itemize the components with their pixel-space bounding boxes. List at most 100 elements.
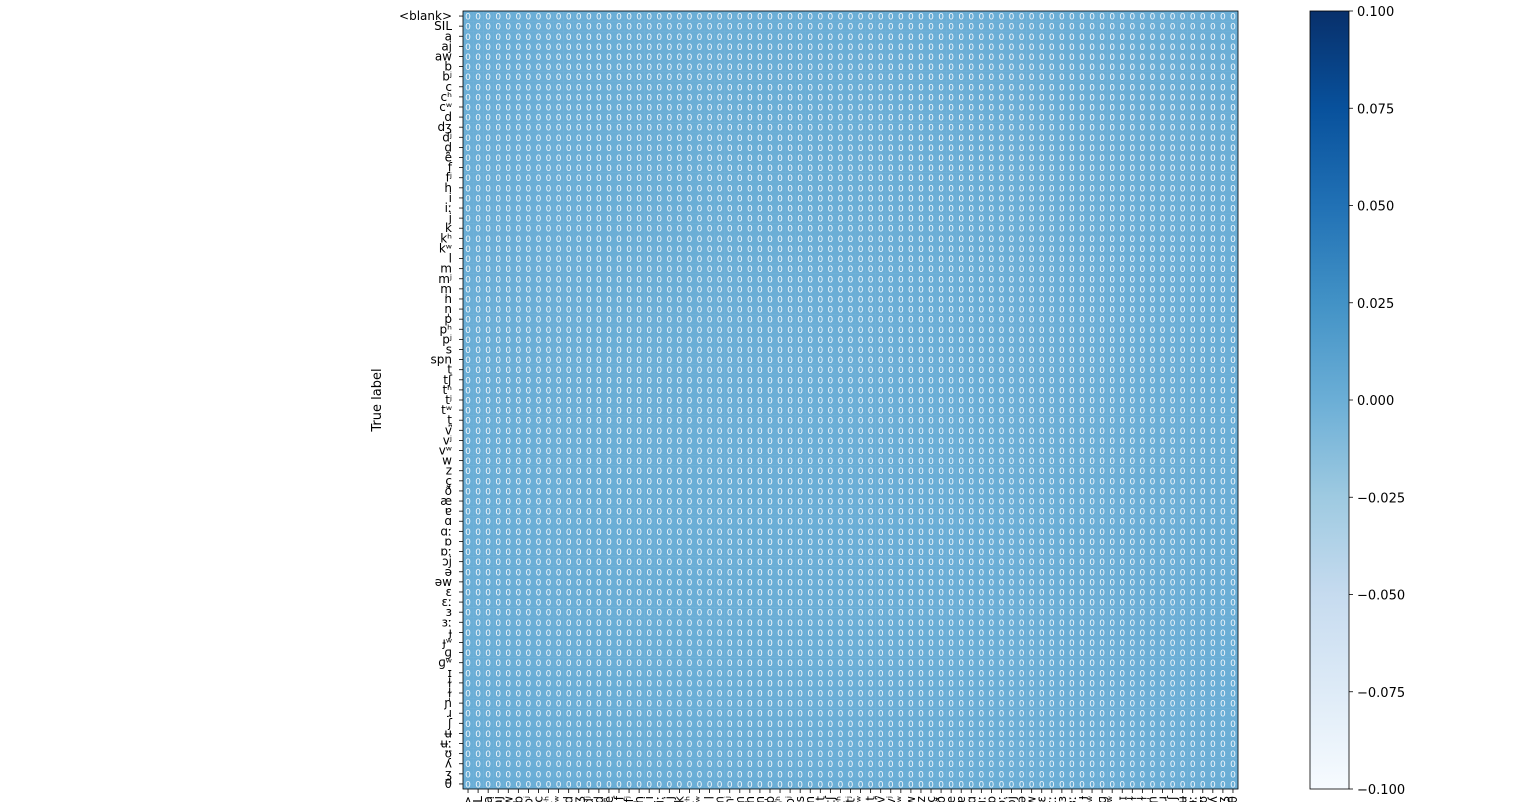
cell-value: 0 [898, 215, 904, 225]
cell-value: 0 [576, 275, 582, 285]
cell-value: 0 [596, 215, 602, 225]
cell-value: 0 [797, 63, 803, 73]
cell-value: 0 [908, 194, 914, 204]
cell-value: 0 [1170, 275, 1176, 285]
cell-value: 0 [687, 265, 693, 275]
cell-value: 0 [1140, 83, 1146, 93]
cell-value: 0 [838, 144, 844, 154]
cell-value: 0 [1099, 285, 1105, 295]
cell-value: 0 [888, 63, 894, 73]
cell-value: 0 [989, 285, 995, 295]
cell-value: 0 [817, 235, 823, 245]
cell-value: 0 [1210, 235, 1216, 245]
cell-value: 0 [505, 114, 511, 124]
cell-value: 0 [828, 144, 834, 154]
cell-value: 0 [586, 53, 592, 63]
cell-value: 0 [817, 124, 823, 134]
cell-value: 0 [636, 336, 642, 346]
cell-value: 0 [586, 285, 592, 295]
cell-value: 0 [566, 245, 572, 255]
cell-value: 0 [948, 53, 954, 63]
cell-value: 0 [1140, 114, 1146, 124]
cell-value: 0 [1109, 285, 1115, 295]
cell-value: 0 [556, 103, 562, 113]
cell-value: 0 [666, 124, 672, 134]
cell-value: 0 [1079, 245, 1085, 255]
cell-value: 0 [858, 13, 864, 23]
cell-value: 0 [666, 215, 672, 225]
cell-value: 0 [636, 265, 642, 275]
cell-value: 0 [717, 53, 723, 63]
cell-value: 0 [656, 144, 662, 154]
cell-value: 0 [858, 154, 864, 164]
cell-value: 0 [707, 53, 713, 63]
cell-value: 0 [958, 285, 964, 295]
cell-value: 0 [1150, 33, 1156, 43]
cell-value: 0 [767, 13, 773, 23]
cell-value: 0 [707, 144, 713, 154]
cell-value: 0 [727, 164, 733, 174]
cell-value: 0 [1099, 215, 1105, 225]
cell-value: 0 [938, 93, 944, 103]
cell-value: 0 [707, 134, 713, 144]
cell-value: 0 [787, 43, 793, 53]
cell-value: 0 [928, 174, 934, 184]
cell-value: 0 [505, 83, 511, 93]
cell-value: 0 [1109, 13, 1115, 23]
cell-value: 0 [697, 43, 703, 53]
cell-value: 0 [596, 144, 602, 154]
cell-value: 0 [546, 174, 552, 184]
cell-value: 0 [646, 336, 652, 346]
cell-value: 0 [777, 275, 783, 285]
cell-value: 0 [888, 164, 894, 174]
cell-value: 0 [1089, 194, 1095, 204]
cell-value: 0 [1170, 255, 1176, 265]
cell-value: 0 [848, 103, 854, 113]
cell-value: 0 [938, 285, 944, 295]
cell-value: 0 [1049, 103, 1055, 113]
cell-value: 0 [566, 235, 572, 245]
cell-value: 0 [838, 13, 844, 23]
cell-value: 0 [546, 265, 552, 275]
cell-value: 0 [495, 285, 501, 295]
cell-value: 0 [828, 93, 834, 103]
cell-value: 0 [737, 23, 743, 33]
cell-value: 0 [1049, 295, 1055, 305]
cell-value: 0 [747, 144, 753, 154]
cell-value: 0 [757, 144, 763, 154]
cell-value: 0 [1089, 134, 1095, 144]
cell-value: 0 [687, 33, 693, 43]
cell-value: 0 [515, 114, 521, 124]
cell-value: 0 [948, 144, 954, 154]
cell-value: 0 [848, 114, 854, 124]
cell-value: 0 [928, 53, 934, 63]
cell-value: 0 [777, 63, 783, 73]
cell-value: 0 [1180, 13, 1186, 23]
cell-value: 0 [838, 164, 844, 174]
cell-value: 0 [767, 194, 773, 204]
cell-value: 0 [1029, 134, 1035, 144]
cell-value: 0 [948, 205, 954, 215]
cell-value: 0 [1230, 255, 1236, 265]
cell-value: 0 [1180, 73, 1186, 83]
cell-value: 0 [526, 33, 532, 43]
cell-value: 0 [908, 33, 914, 43]
cell-value: 0 [828, 255, 834, 265]
cell-value: 0 [465, 285, 471, 295]
cell-value: 0 [908, 245, 914, 255]
cell-value: 0 [1019, 245, 1025, 255]
cell-value: 0 [505, 13, 511, 23]
cell-value: 0 [677, 316, 683, 326]
cell-value: 0 [817, 134, 823, 144]
cell-value: 0 [737, 154, 743, 164]
cell-value: 0 [767, 306, 773, 316]
cell-value: 0 [646, 114, 652, 124]
cell-value: 0 [1099, 245, 1105, 255]
cell-value: 0 [586, 295, 592, 305]
cell-value: 0 [606, 103, 612, 113]
cell-value: 0 [1180, 245, 1186, 255]
cell-value: 0 [767, 73, 773, 83]
cell-value: 0 [1099, 184, 1105, 194]
cell-value: 0 [807, 53, 813, 63]
cell-value: 0 [817, 93, 823, 103]
